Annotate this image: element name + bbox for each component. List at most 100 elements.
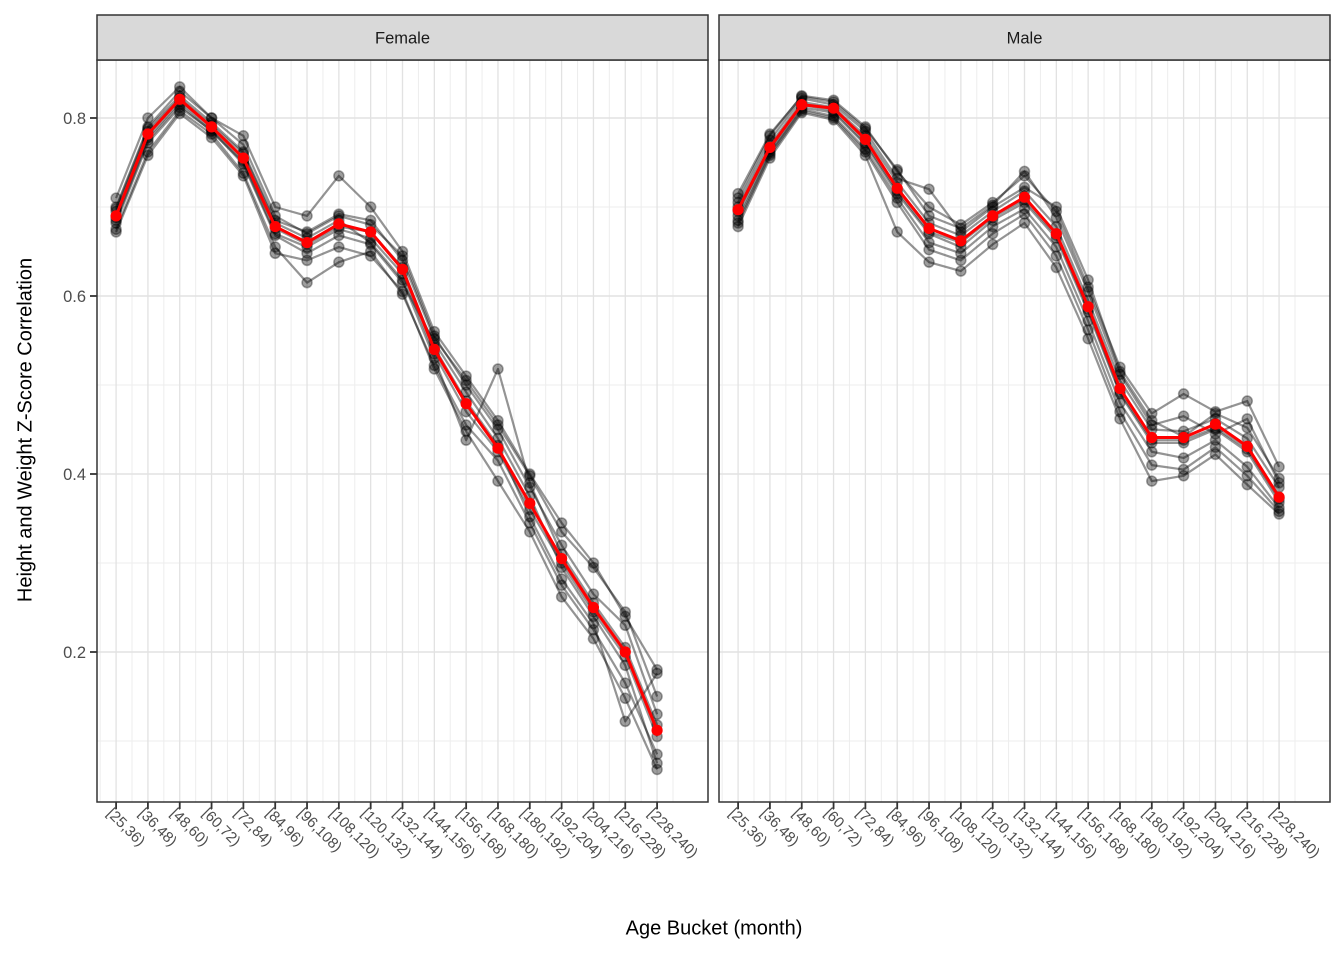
member-point	[891, 196, 903, 209]
member-point	[1018, 165, 1031, 178]
member-point	[986, 220, 999, 233]
y-tick-label: 0.6	[63, 288, 86, 306]
mean-point	[524, 497, 536, 509]
member-point	[1273, 477, 1285, 489]
member-point	[619, 619, 632, 632]
mean-point	[796, 99, 808, 111]
member-point	[1146, 459, 1158, 471]
member-point	[110, 226, 122, 238]
member-point	[986, 199, 999, 211]
member-point	[396, 250, 409, 262]
member-point	[460, 425, 472, 438]
member-point	[460, 374, 472, 387]
mean-point	[827, 102, 840, 114]
member-point	[651, 748, 663, 761]
member-point	[986, 238, 999, 251]
member-point	[1209, 428, 1222, 440]
member-point	[1018, 217, 1031, 229]
member-point	[237, 170, 250, 182]
member-point	[301, 226, 313, 238]
member-line-female-4	[115, 109, 659, 755]
member-point	[619, 715, 632, 728]
member-point	[492, 363, 504, 375]
mean-point	[269, 220, 281, 233]
mean-point	[205, 121, 218, 133]
mean-point	[142, 128, 154, 140]
member-point	[955, 219, 967, 231]
member-point	[764, 130, 776, 142]
member-point	[1209, 407, 1222, 420]
member-point	[619, 692, 632, 705]
member-point	[460, 434, 472, 446]
mean-point	[619, 646, 631, 658]
member-point	[1241, 470, 1254, 482]
member-point	[110, 223, 122, 235]
mean-point	[237, 152, 249, 164]
mean-point	[1209, 418, 1222, 430]
member-point	[651, 667, 663, 680]
member-point	[859, 121, 872, 133]
member-point	[859, 122, 872, 135]
member-point	[269, 241, 281, 253]
member-point	[524, 470, 536, 482]
member-line-male-9	[737, 109, 1280, 513]
member-point	[764, 128, 776, 140]
member-point	[173, 105, 186, 117]
member-point	[237, 138, 250, 151]
facet-strip	[96, 14, 709, 61]
mean-point	[923, 222, 935, 234]
member-point	[524, 481, 536, 494]
member-point	[269, 247, 281, 260]
member-point	[1209, 448, 1222, 461]
member-point	[1273, 472, 1285, 485]
member-point	[301, 276, 313, 289]
member-point	[1273, 502, 1285, 514]
member-point	[396, 285, 409, 298]
member-point	[555, 591, 568, 603]
mean-point	[333, 218, 345, 230]
member-point	[827, 112, 840, 124]
member-line-female-9	[115, 112, 659, 770]
member-point	[923, 256, 935, 268]
member-point	[955, 222, 967, 235]
member-point	[1177, 410, 1190, 422]
y-axis-title: Height and Weight Z-Score Correlation	[14, 257, 37, 603]
member-point	[492, 454, 504, 467]
member-line-male-7	[737, 107, 1280, 509]
member-point	[1273, 461, 1285, 473]
member-point	[1082, 332, 1094, 345]
member-point	[651, 757, 663, 769]
member-line-male-5	[737, 97, 1281, 480]
member-point	[173, 81, 186, 93]
mean-point	[396, 263, 409, 275]
member-point	[891, 163, 903, 176]
member-point	[364, 214, 377, 227]
member-point	[142, 112, 154, 124]
member-point	[1114, 397, 1126, 409]
mean-point	[859, 133, 871, 145]
member-point	[142, 149, 154, 162]
member-point	[955, 247, 967, 260]
member-point	[555, 573, 568, 585]
member-point	[1082, 324, 1094, 336]
member-point	[364, 236, 377, 249]
mean-line-female	[114, 97, 659, 731]
x-axis-title: Age Bucket (month)	[625, 917, 803, 940]
member-point	[1241, 395, 1254, 407]
mean-point	[987, 210, 999, 222]
member-line-female-1	[115, 90, 659, 715]
member-point	[524, 526, 536, 538]
member-point	[492, 419, 504, 431]
member-point	[859, 149, 872, 162]
mean-point	[1146, 431, 1158, 444]
mean-point	[1018, 191, 1031, 203]
mean-point	[492, 442, 504, 454]
y-tick-label: 0.4	[63, 466, 86, 484]
member-point	[732, 187, 744, 200]
member-point	[1177, 470, 1190, 482]
member-point	[732, 220, 744, 233]
member-point	[173, 107, 186, 120]
member-point	[1177, 452, 1190, 464]
